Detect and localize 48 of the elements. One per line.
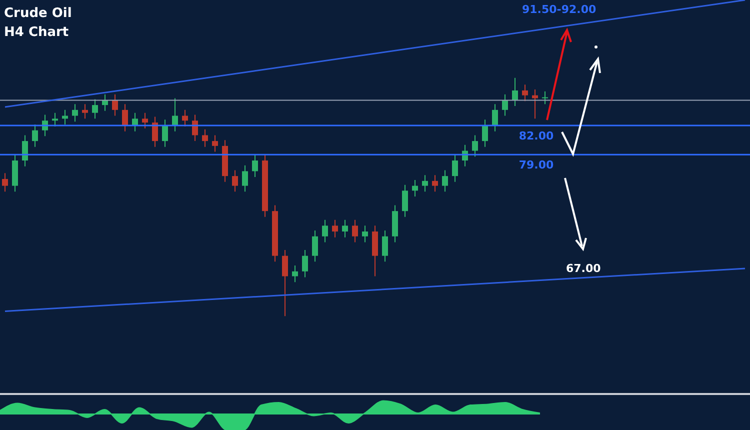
candlestick [442,170,448,192]
candlestick [2,172,8,192]
candlestick [292,265,298,283]
candlestick [512,77,518,107]
candlestick [252,154,258,178]
candlestick [142,112,148,129]
candlestick [412,179,418,197]
candlestick [182,109,188,127]
candlestick [302,249,308,278]
ref-line-label: 82.00 [518,129,554,142]
text: Crude Oil [4,6,72,21]
candlestick [332,219,338,238]
candlestick [452,154,458,182]
candlestick [152,116,158,148]
candlestick [382,230,388,262]
candlestick [122,104,128,132]
ref-line-label: 79.00 [518,158,554,172]
candlestick [542,90,548,105]
candlestick [112,94,118,116]
candlestick [282,249,288,317]
candlestick [402,184,408,218]
candlestick [432,174,438,192]
candlestick [232,170,238,192]
candlestick [22,134,28,167]
candlestick [482,119,488,148]
candlestick [102,94,108,112]
candlestick [322,219,328,243]
candlestick [32,124,38,148]
candlestick [242,164,248,192]
candlestick [202,128,208,148]
candlestick [492,104,498,132]
candlestick [422,174,428,192]
text: H4 Chart [4,25,69,40]
candlestick [82,104,88,120]
annotation: 91.50-92.00 [522,3,596,16]
candlestick [352,219,358,243]
candlestick [92,98,98,120]
candlestick [212,134,218,152]
candlestick [472,134,478,158]
candlestick [502,94,508,116]
candlestick [342,219,348,238]
candlestick [312,230,318,262]
candlestick [162,119,168,148]
annotation: 67.00 [566,262,601,275]
candlestick [52,112,58,127]
candlestick [522,84,528,102]
candlestick [72,104,78,122]
candlestick [362,225,368,243]
